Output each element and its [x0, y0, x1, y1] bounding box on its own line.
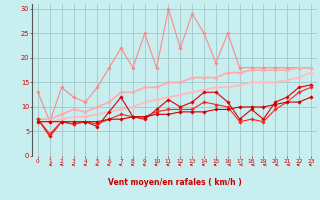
X-axis label: Vent moyen/en rafales ( km/h ): Vent moyen/en rafales ( km/h ): [108, 178, 241, 187]
